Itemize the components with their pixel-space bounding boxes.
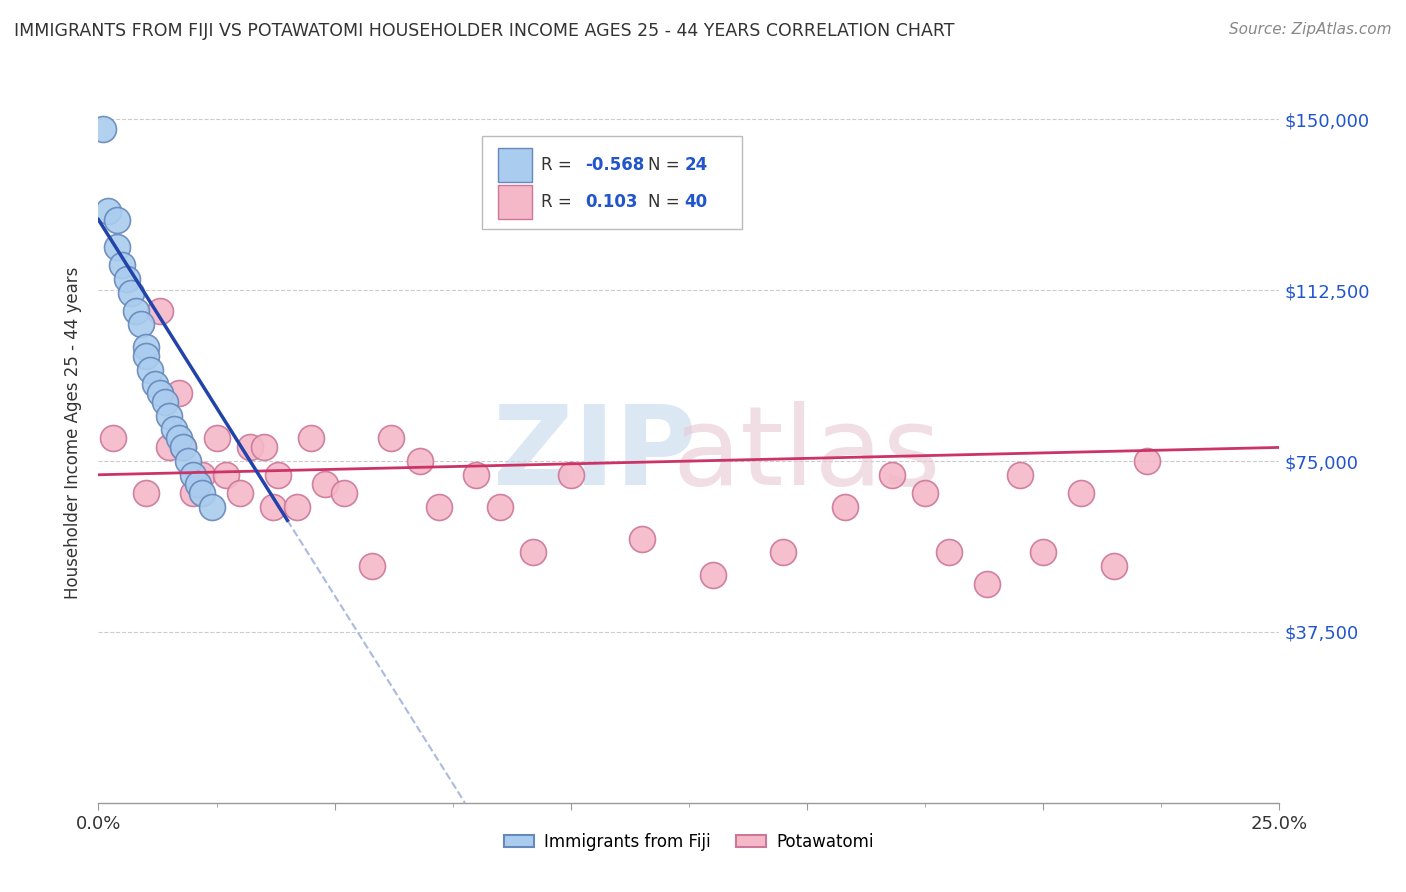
Point [229, 486, 252, 500]
Point [135, 486, 157, 500]
Point [157, 441, 180, 455]
Point [299, 431, 322, 445]
Point [125, 303, 148, 318]
Legend: Immigrants from Fiji, Potawatomi: Immigrants from Fiji, Potawatomi [498, 826, 880, 857]
Point [702, 568, 724, 582]
Text: ZIP: ZIP [492, 401, 696, 508]
Point [101, 431, 124, 445]
Point [97, 203, 120, 218]
Point [560, 467, 582, 482]
Point [111, 258, 134, 272]
Point [834, 500, 856, 514]
FancyBboxPatch shape [498, 147, 531, 182]
Point [139, 363, 162, 377]
Point [630, 532, 652, 546]
Point [153, 395, 176, 409]
Point [191, 486, 214, 500]
Point [181, 486, 204, 500]
Point [167, 385, 190, 400]
Text: -0.568: -0.568 [585, 155, 644, 174]
Point [314, 476, 336, 491]
Point [143, 376, 166, 391]
Point [187, 476, 209, 491]
Point [105, 212, 128, 227]
Point [1102, 558, 1125, 573]
Text: Source: ZipAtlas.com: Source: ZipAtlas.com [1229, 22, 1392, 37]
Point [1070, 486, 1092, 500]
Text: R =: R = [541, 194, 578, 211]
Point [91, 121, 114, 136]
Point [121, 285, 143, 300]
Point [914, 486, 936, 500]
Point [1032, 545, 1054, 559]
Point [1008, 467, 1031, 482]
Point [149, 385, 172, 400]
Text: IMMIGRANTS FROM FIJI VS POTAWATOMI HOUSEHOLDER INCOME AGES 25 - 44 YEARS CORRELA: IMMIGRANTS FROM FIJI VS POTAWATOMI HOUSE… [14, 22, 955, 40]
Point [135, 340, 157, 354]
FancyBboxPatch shape [482, 136, 742, 229]
Point [105, 240, 128, 254]
Point [522, 545, 544, 559]
Point [465, 467, 488, 482]
Text: 24: 24 [685, 155, 707, 174]
Point [163, 422, 186, 436]
FancyBboxPatch shape [498, 186, 531, 219]
Point [880, 467, 903, 482]
Point [427, 500, 450, 514]
Point [938, 545, 960, 559]
Point [253, 441, 276, 455]
Text: 40: 40 [685, 194, 707, 211]
Point [129, 318, 152, 332]
Point [976, 577, 998, 591]
Point [215, 467, 238, 482]
Point [181, 467, 204, 482]
Point [149, 303, 172, 318]
Point [191, 467, 214, 482]
Text: atlas: atlas [673, 401, 941, 508]
Point [262, 500, 284, 514]
Point [167, 431, 190, 445]
Point [135, 349, 157, 363]
Point [239, 441, 262, 455]
Point [380, 431, 402, 445]
Point [177, 454, 200, 468]
Point [772, 545, 794, 559]
Y-axis label: Householder Income Ages 25 - 44 years: Householder Income Ages 25 - 44 years [65, 267, 83, 599]
Point [205, 431, 228, 445]
Point [267, 467, 290, 482]
Point [172, 441, 194, 455]
Point [361, 558, 384, 573]
Text: R =: R = [541, 155, 578, 174]
Point [489, 500, 512, 514]
Point [172, 441, 194, 455]
Point [285, 500, 308, 514]
Point [157, 409, 180, 423]
Point [408, 454, 430, 468]
Point [1136, 454, 1159, 468]
Text: N =: N = [648, 194, 685, 211]
Point [201, 500, 224, 514]
Text: 0.103: 0.103 [585, 194, 637, 211]
Text: N =: N = [648, 155, 685, 174]
Point [333, 486, 356, 500]
Point [115, 272, 138, 286]
